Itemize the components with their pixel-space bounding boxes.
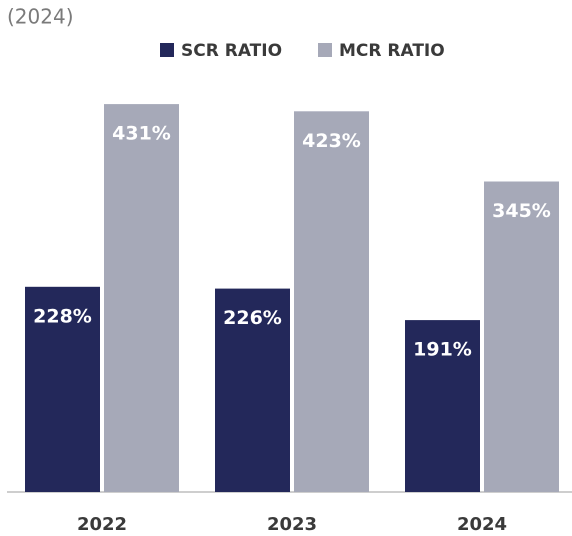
x-tick-label: 2022 xyxy=(77,514,127,535)
value-label: 431% xyxy=(112,123,171,145)
bar xyxy=(405,320,480,492)
x-tick-label: 2024 xyxy=(457,514,507,535)
bar xyxy=(484,181,559,492)
value-label: 191% xyxy=(413,339,472,361)
value-label: 226% xyxy=(223,307,282,329)
bar xyxy=(104,104,179,492)
value-label: 345% xyxy=(492,200,551,222)
bar xyxy=(294,111,369,493)
value-label: 423% xyxy=(302,130,361,152)
legend-label: SCR RATIO xyxy=(181,41,282,61)
chart-title: (2024) xyxy=(7,5,74,29)
value-label: 228% xyxy=(33,305,92,327)
legend-swatch xyxy=(318,43,332,57)
x-tick-label: 2023 xyxy=(267,514,317,535)
legend-swatch xyxy=(160,43,174,57)
bar xyxy=(215,288,290,492)
legend-label: MCR RATIO xyxy=(339,41,445,61)
bar xyxy=(25,286,100,492)
